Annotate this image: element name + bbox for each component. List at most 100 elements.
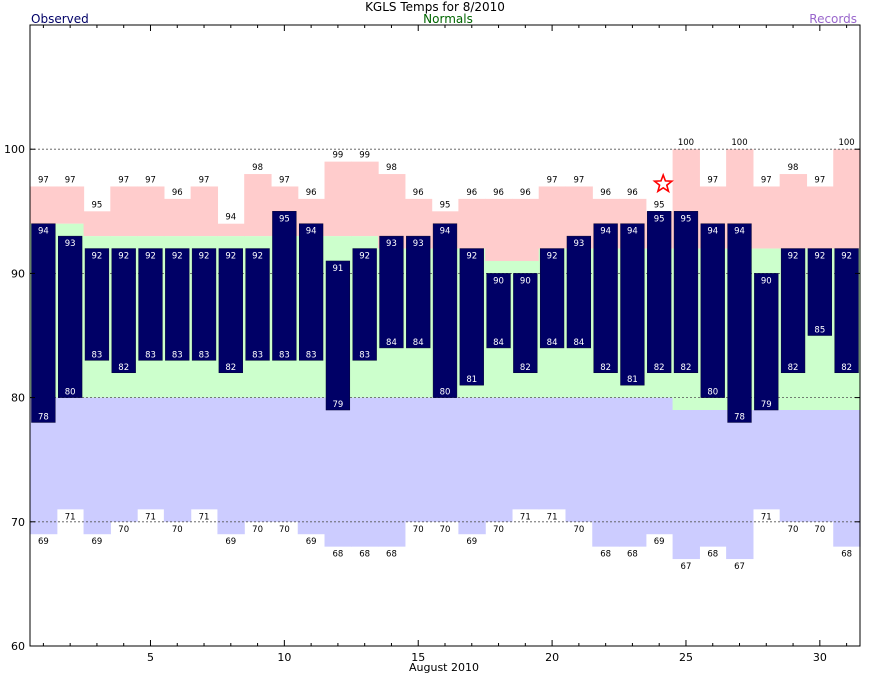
observed-bar-7 <box>191 248 217 361</box>
observed-bar-layer <box>31 211 859 423</box>
observed-low-label-6: 83 <box>172 350 183 360</box>
axes-layer: 60 70 80 90 100 5 10 15 20 25 30 <box>4 24 861 664</box>
record-low-label-29: 70 <box>788 525 799 535</box>
record-high-label-22: 96 <box>600 188 611 198</box>
record-high-band-30 <box>806 186 834 249</box>
record-high-label-30: 97 <box>814 175 825 185</box>
observed-low-label-28: 79 <box>761 400 772 410</box>
observed-high-label-10: 95 <box>279 214 290 224</box>
observed-bar-29 <box>780 248 806 374</box>
record-low-label-13: 68 <box>359 550 370 560</box>
record-high-label-10: 97 <box>279 175 290 185</box>
y-tick-label-100: 100 <box>4 143 25 156</box>
record-high-label-8: 94 <box>225 213 236 223</box>
observed-high-label-30: 92 <box>814 252 825 262</box>
record-low-band-11 <box>297 397 326 535</box>
record-high-band-8 <box>217 223 245 237</box>
record-high-label-21: 97 <box>573 175 584 185</box>
observed-low-label-18: 84 <box>493 338 504 348</box>
record-low-label-11: 69 <box>306 537 317 547</box>
observed-bar-9 <box>245 248 270 361</box>
record-low-label-31: 68 <box>841 550 852 560</box>
observed-low-label-13: 83 <box>359 350 370 360</box>
observed-high-label-12: 91 <box>332 264 343 274</box>
record-high-label-31: 100 <box>838 138 854 148</box>
record-low-band-26 <box>699 410 727 547</box>
record-low-band-19 <box>511 397 540 510</box>
record-low-band-15 <box>404 397 433 522</box>
observed-high-label-23: 94 <box>627 227 638 237</box>
record-low-band-2 <box>56 397 85 510</box>
record-low-band-10 <box>270 397 299 522</box>
record-low-label-19: 71 <box>520 512 531 522</box>
observed-bar-30 <box>807 248 832 336</box>
observed-low-label-12: 79 <box>332 400 343 410</box>
x-tick-label-5: 5 <box>147 651 154 664</box>
record-low-band-27 <box>726 410 754 560</box>
observed-bar-10 <box>272 211 297 361</box>
observed-bar-31 <box>834 248 859 374</box>
observed-high-label-21: 93 <box>573 239 584 249</box>
observed-low-label-3: 83 <box>92 350 103 360</box>
observed-bar-15 <box>406 235 431 349</box>
observed-low-label-1: 78 <box>38 412 49 422</box>
record-low-label-27: 67 <box>734 562 745 572</box>
observed-bar-28 <box>754 273 779 411</box>
legend-observed: Observed <box>31 12 89 26</box>
observed-bar-8 <box>218 248 243 374</box>
record-low-band-30 <box>806 410 834 522</box>
x-tick-label-25: 25 <box>679 651 693 664</box>
record-low-label-1: 69 <box>38 537 49 547</box>
record-low-band-12 <box>324 397 352 547</box>
observed-high-label-6: 92 <box>172 252 183 262</box>
observed-high-label-14: 93 <box>386 239 397 249</box>
record-high-label-16: 95 <box>440 200 451 210</box>
record-low-label-8: 69 <box>225 537 236 547</box>
record-low-band-24 <box>645 397 674 535</box>
observed-high-label-22: 94 <box>600 227 611 237</box>
record-high-band-17 <box>458 198 486 249</box>
record-low-label-22: 68 <box>600 550 611 560</box>
observed-bar-26 <box>700 223 725 398</box>
observed-low-label-19: 82 <box>520 363 531 373</box>
record-low-label-20: 71 <box>547 512 558 522</box>
record-high-band-29 <box>779 174 808 249</box>
record-high-label-24: 95 <box>654 200 665 210</box>
record-low-band-25 <box>672 410 700 560</box>
observed-bar-2 <box>58 235 83 398</box>
record-star-marker <box>652 172 674 194</box>
record-high-label-15: 96 <box>413 188 424 198</box>
record-low-band-14 <box>378 397 406 547</box>
observed-high-label-25: 95 <box>681 214 692 224</box>
observed-bar-27 <box>727 223 752 423</box>
record-low-band-6 <box>163 397 192 522</box>
y-tick-label-70: 70 <box>11 516 25 529</box>
y-tick-label-60: 60 <box>11 640 25 653</box>
record-high-band-6 <box>163 198 192 237</box>
x-axis-label: August 2010 <box>409 661 479 674</box>
record-low-band-3 <box>83 397 111 535</box>
observed-low-label-8: 82 <box>225 363 236 373</box>
record-low-band-8 <box>217 397 245 535</box>
record-low-band-20 <box>538 397 567 510</box>
observed-low-label-17: 81 <box>466 375 477 385</box>
observed-high-label-7: 92 <box>199 252 210 262</box>
record-high-label-1: 97 <box>38 175 49 185</box>
observed-high-label-3: 92 <box>92 252 103 262</box>
record-low-band-22 <box>592 397 620 547</box>
observed-bar-25 <box>673 211 699 374</box>
observed-high-label-9: 92 <box>252 252 263 262</box>
observed-high-label-31: 92 <box>841 252 852 262</box>
record-low-band-23 <box>619 397 647 547</box>
record-low-label-26: 68 <box>707 550 718 560</box>
record-high-band-7 <box>190 186 219 237</box>
record-low-band-4 <box>110 397 138 522</box>
legend-normals: Normals <box>423 12 473 26</box>
record-high-label-29: 98 <box>788 163 799 173</box>
x-tick-label-30: 30 <box>813 651 827 664</box>
record-high-label-6: 96 <box>172 188 183 198</box>
observed-high-label-5: 92 <box>145 252 156 262</box>
record-high-band-1 <box>30 186 58 224</box>
record-low-band-5 <box>137 397 165 510</box>
